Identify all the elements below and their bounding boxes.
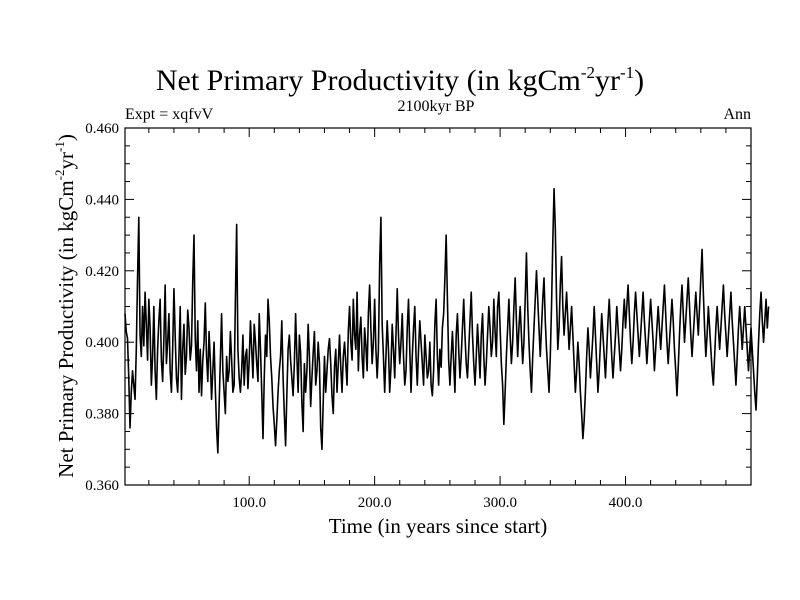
y-tick-label: 0.460 <box>85 121 119 137</box>
y-tick-label: 0.380 <box>85 407 119 423</box>
axis-ticks <box>125 127 752 486</box>
npp-series-line <box>124 187 770 454</box>
x-tick-label: 200.0 <box>358 495 392 511</box>
period-label: 2100kyr BP <box>398 98 475 115</box>
y-tick-label: 0.360 <box>85 478 119 494</box>
chart-title: Net Primary Productivity (in kgCm-2yr-1) <box>156 63 644 97</box>
experiment-label: Expt = xqfvV <box>125 106 214 123</box>
tick-labels: 0.360 0.380 0.400 0.420 0.440 0.460 100.0 200.0… <box>85 121 642 511</box>
x-axis-label: Time (in years since start) <box>329 514 548 538</box>
y-tick-label: 0.440 <box>85 192 119 208</box>
y-tick-label: 0.420 <box>85 264 119 280</box>
season-label: Ann <box>723 106 751 123</box>
x-tick-label: 100.0 <box>232 495 266 511</box>
y-axis-label: Net Primary Productivity (in kgCm-2yr-1) <box>52 134 78 478</box>
x-tick-label: 300.0 <box>483 495 517 511</box>
y-tick-label: 0.400 <box>85 335 119 351</box>
x-tick-label: 400.0 <box>609 495 643 511</box>
